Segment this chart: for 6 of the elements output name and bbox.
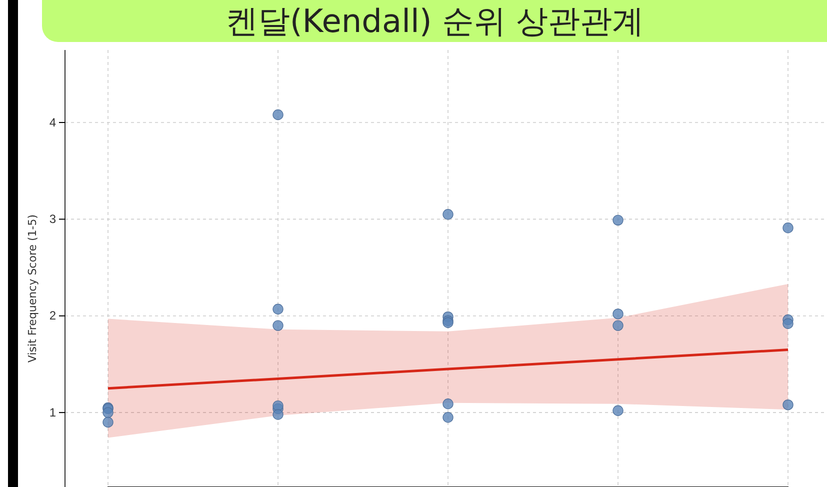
y-axis-title: Visit Frequency Score (1-5) (26, 214, 39, 363)
y-tick-label: 2 (49, 308, 56, 323)
y-tick-label: 1 (49, 405, 56, 420)
y-tick-label: 3 (49, 212, 56, 226)
chart-title: 켄달(Kendall) 순위 상관관계 (226, 2, 644, 40)
y-tick-label: 4 (49, 115, 56, 130)
